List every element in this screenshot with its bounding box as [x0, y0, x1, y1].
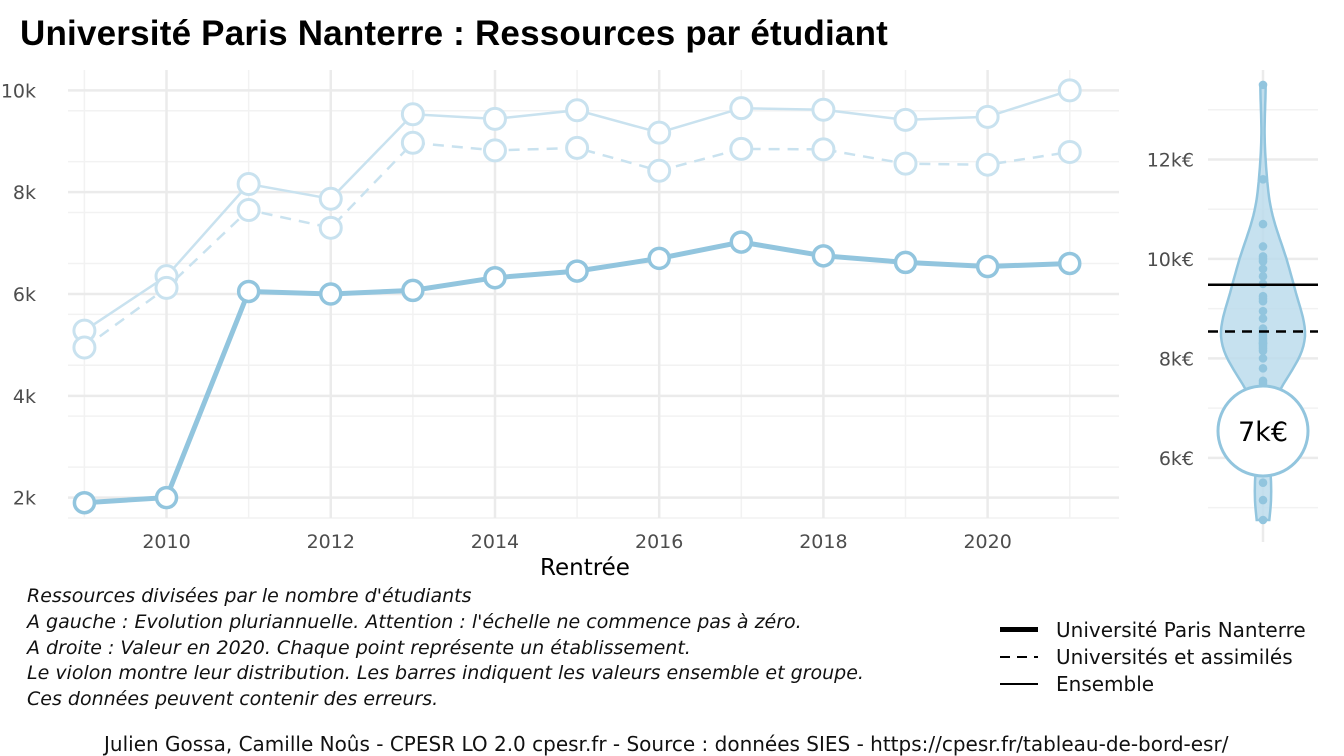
- data-point: [647, 246, 671, 271]
- data-point: [1057, 139, 1082, 164]
- data-point: [975, 254, 1000, 279]
- legend-item: Universités et assimilés: [1000, 643, 1306, 670]
- data-point: [565, 135, 590, 160]
- data-point: [811, 137, 836, 162]
- y-tick-label: 10k: [1, 80, 36, 102]
- data-point: [893, 250, 918, 275]
- y-tick-label: 10k€: [1147, 249, 1194, 271]
- institution-point: [1258, 264, 1268, 274]
- data-point: [647, 120, 672, 145]
- data-point: [318, 186, 343, 211]
- page-title: Université Paris Nanterre : Ressources p…: [20, 14, 889, 53]
- data-point: [729, 230, 754, 254]
- main-chart-grid: [68, 70, 1119, 519]
- main-chart-series: [72, 78, 1082, 515]
- institution-point: [1258, 272, 1268, 281]
- legend-label: Universités et assimilés: [1056, 644, 1293, 669]
- data-point: [319, 282, 343, 306]
- data-point: [236, 279, 261, 304]
- note-line: Ces données peuvent contenir des erreurs…: [27, 688, 439, 711]
- institution-point: [1258, 478, 1268, 488]
- legend-label: Ensemble: [1056, 671, 1155, 696]
- data-point: [893, 151, 918, 176]
- x-tick-label: 2012: [307, 531, 355, 553]
- institution-point: [1258, 364, 1268, 373]
- x-tick-label: 2010: [142, 531, 190, 553]
- data-point: [975, 104, 1000, 129]
- data-point: [1057, 251, 1082, 276]
- data-point: [236, 198, 261, 222]
- credits: Julien Gossa, Camille Noûs - CPESR LO 2.…: [104, 732, 1229, 756]
- legend-label: Université Paris Nanterre: [1056, 617, 1306, 642]
- data-point: [482, 106, 507, 131]
- y-tick-label: 8k€: [1159, 348, 1194, 370]
- note-line: A gauche : Evolution pluriannuelle. Atte…: [27, 610, 802, 633]
- data-point: [482, 138, 507, 163]
- note-line: Ressources divisées par le nombre d'étud…: [27, 585, 472, 607]
- x-axis-title: Rentrée: [540, 555, 630, 581]
- data-point: [975, 152, 1000, 177]
- institution-point: [1258, 495, 1268, 505]
- data-point: [647, 158, 672, 183]
- data-point: [729, 96, 754, 121]
- data-point: [565, 259, 589, 283]
- legend-key-thick: [1000, 627, 1038, 632]
- y-tick-label: 12k€: [1147, 149, 1194, 171]
- data-point: [893, 107, 918, 132]
- institution-point: [1258, 515, 1268, 525]
- data-point: [72, 335, 97, 360]
- x-tick-label: 2020: [963, 531, 1011, 553]
- legend-key-dashed: [1000, 655, 1038, 658]
- data-point: [729, 136, 754, 161]
- data-point: [400, 102, 425, 127]
- institution-point: [1258, 346, 1268, 356]
- data-point: [318, 215, 343, 240]
- data-point: [811, 244, 836, 268]
- institution-point: [1258, 314, 1268, 323]
- highlight-label: 7k€: [1238, 417, 1288, 448]
- data-point: [400, 130, 425, 155]
- main-chart-tick-labels: 2k 4k 6k 8k 10k 2010 2012 2014 2016 2018 2020: [1, 80, 1012, 553]
- data-point: [811, 97, 836, 122]
- highlight-bubble: [1216, 384, 1310, 478]
- institution-point: [1258, 257, 1268, 266]
- data-point: [401, 278, 425, 303]
- y-tick-label: 4k: [13, 386, 36, 408]
- note-line: Le violon montre leur distribution. Les …: [27, 662, 864, 685]
- chart-notes: Ressources divisées par le nombre d'étud…: [27, 584, 864, 713]
- data-point: [483, 265, 507, 290]
- x-tick-label: 2016: [635, 531, 683, 553]
- institution-point: [1258, 296, 1268, 306]
- institution-point: [1258, 219, 1268, 229]
- data-point: [154, 485, 179, 510]
- violin-chart-tick-labels: 6k€ 8k€ 10k€ 12k€: [1147, 149, 1194, 469]
- legend-key-solid: [1000, 682, 1038, 685]
- violin-chart: 7k€: [1208, 80, 1318, 525]
- data-point: [1057, 78, 1082, 103]
- data-point: [154, 275, 179, 300]
- data-point: [236, 172, 261, 197]
- institution-point: [1258, 175, 1268, 184]
- y-tick-label: 6k€: [1159, 448, 1194, 470]
- institution-point: [1258, 242, 1268, 251]
- institution-point: [1258, 80, 1268, 90]
- note-line: A droite : Valeur en 2020. Chaque point …: [27, 636, 691, 659]
- legend: Université Paris Nanterre Universités et…: [1000, 616, 1306, 697]
- data-point: [72, 490, 97, 515]
- y-tick-label: 6k: [13, 284, 36, 306]
- x-tick-label: 2018: [799, 531, 847, 553]
- y-tick-label: 8k: [13, 182, 36, 204]
- x-tick-label: 2014: [471, 531, 519, 553]
- institution-point: [1258, 354, 1268, 363]
- data-point: [565, 98, 590, 123]
- y-tick-label: 2k: [13, 488, 36, 510]
- legend-item: Université Paris Nanterre: [1000, 616, 1306, 643]
- legend-item: Ensemble: [1000, 670, 1306, 697]
- institution-point: [1258, 306, 1268, 316]
